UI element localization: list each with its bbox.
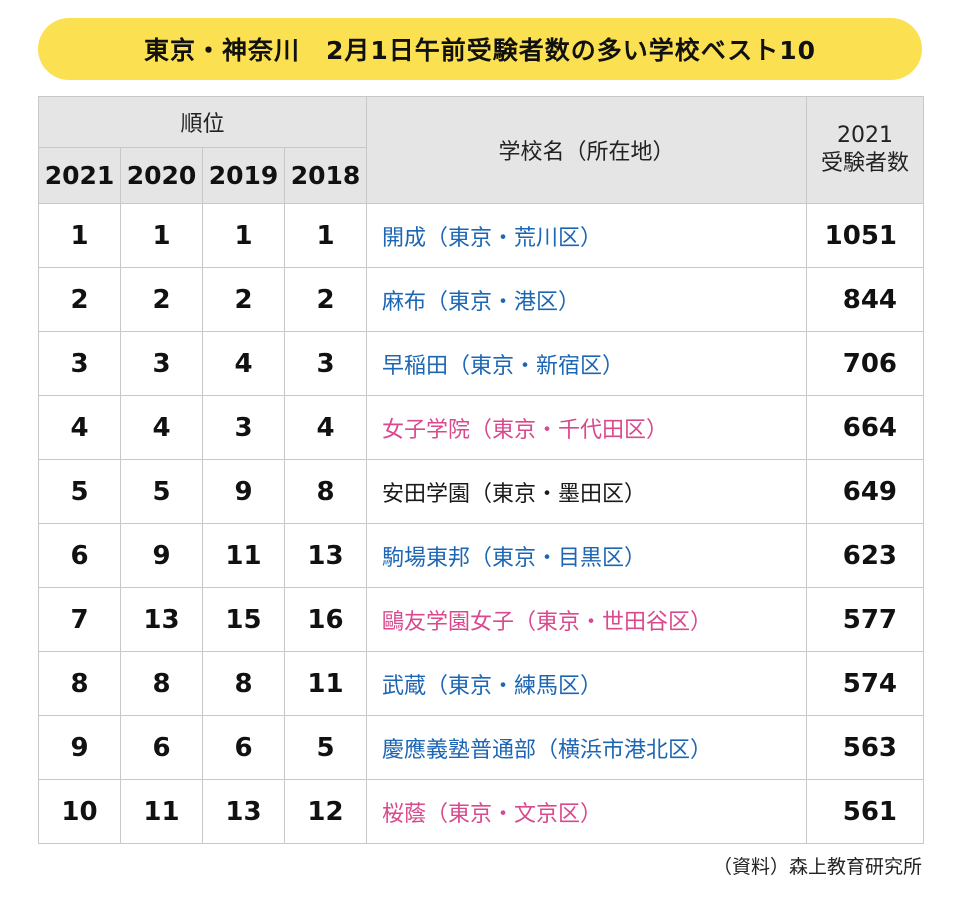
school-name-cell: 女子学院（東京・千代田区）: [366, 395, 808, 460]
school-name-cell: 駒場東邦（東京・目黒区）: [366, 523, 808, 588]
rank-2018-cell: 12: [283, 779, 368, 844]
count-header-year: 2021: [837, 123, 894, 148]
school-name-cell: 早稲田（東京・新宿区）: [366, 331, 808, 396]
applicant-count-cell: 623: [806, 523, 925, 588]
table-row: 2 2 2 2 麻布（東京・港区） 844: [38, 267, 925, 332]
rank-2018-cell: 1: [283, 203, 368, 268]
table-row: 3 3 4 3 早稲田（東京・新宿区） 706: [38, 331, 925, 396]
rank-2020-cell: 1: [120, 203, 203, 268]
rank-2021-cell: 10: [38, 779, 121, 844]
rank-2018-cell: 16: [283, 587, 368, 652]
rank-2021-cell: 5: [38, 459, 121, 524]
table-row: 6 9 11 13 駒場東邦（東京・目黒区） 623: [38, 523, 925, 588]
school-column-header: 学校名（所在地）: [366, 96, 808, 204]
table-row: 10 11 13 12 桜蔭（東京・文京区） 561: [38, 779, 925, 844]
count-column-header: 2021 受験者数: [806, 96, 925, 204]
rank-2021-cell: 6: [38, 523, 121, 588]
applicant-count-cell: 844: [806, 267, 925, 332]
year-header-2021: 2021: [38, 147, 121, 204]
school-name-cell: 桜蔭（東京・文京区）: [366, 779, 808, 844]
rank-2021-cell: 3: [38, 331, 121, 396]
rank-2020-cell: 6: [120, 715, 203, 780]
applicant-count-cell: 563: [806, 715, 925, 780]
rank-2018-cell: 13: [283, 523, 368, 588]
rank-2021-cell: 4: [38, 395, 121, 460]
school-name-cell: 鷗友学園女子（東京・世田谷区）: [366, 587, 808, 652]
rank-2019-cell: 4: [202, 331, 285, 396]
table-row: 8 8 8 11 武蔵（東京・練馬区） 574: [38, 651, 925, 716]
rank-2019-cell: 11: [202, 523, 285, 588]
rank-2020-cell: 8: [120, 651, 203, 716]
school-name-cell: 開成（東京・荒川区）: [366, 203, 808, 268]
rank-2020-cell: 9: [120, 523, 203, 588]
rank-2020-cell: 3: [120, 331, 203, 396]
year-header-2018: 2018: [283, 147, 368, 204]
applicant-count-cell: 574: [806, 651, 925, 716]
rank-2018-cell: 5: [283, 715, 368, 780]
source-note: （資料）森上教育研究所: [712, 856, 922, 878]
rank-2018-cell: 4: [283, 395, 368, 460]
rank-2019-cell: 13: [202, 779, 285, 844]
rank-2018-cell: 2: [283, 267, 368, 332]
rank-2020-cell: 2: [120, 267, 203, 332]
applicant-count-cell: 561: [806, 779, 925, 844]
rank-2018-cell: 8: [283, 459, 368, 524]
applicant-count-cell: 577: [806, 587, 925, 652]
rank-2018-cell: 3: [283, 331, 368, 396]
table-row: 1 1 1 1 開成（東京・荒川区） 1051: [38, 203, 925, 268]
year-header-2020: 2020: [120, 147, 203, 204]
rank-2019-cell: 3: [202, 395, 285, 460]
header-row-top: 順位 学校名（所在地） 2021 受験者数: [37, 96, 925, 204]
rank-2019-cell: 1: [202, 203, 285, 268]
rank-2019-cell: 15: [202, 587, 285, 652]
rank-2021-cell: 9: [38, 715, 121, 780]
page-title: 東京・神奈川 2月1日午前受験者数の多い学校ベスト10: [38, 18, 922, 80]
applicant-count-cell: 706: [806, 331, 925, 396]
table-row: 7 13 15 16 鷗友学園女子（東京・世田谷区） 577: [38, 587, 925, 652]
rank-2020-cell: 5: [120, 459, 203, 524]
applicant-count-cell: 1051: [806, 203, 925, 268]
school-name-cell: 安田学園（東京・墨田区）: [366, 459, 808, 524]
rank-2021-cell: 7: [38, 587, 121, 652]
rank-2020-cell: 13: [120, 587, 203, 652]
rank-2020-cell: 4: [120, 395, 203, 460]
rank-2021-cell: 8: [38, 651, 121, 716]
ranking-table: 順位 学校名（所在地） 2021 受験者数 2021 2020 2019 201…: [37, 96, 925, 844]
rank-2019-cell: 6: [202, 715, 285, 780]
table-row: 9 6 6 5 慶應義塾普通部（横浜市港北区） 563: [38, 715, 925, 780]
rank-2019-cell: 8: [202, 651, 285, 716]
year-header-2019: 2019: [202, 147, 285, 204]
count-header-label: 受験者数: [821, 151, 910, 176]
rank-2021-cell: 2: [38, 267, 121, 332]
school-name-cell: 武蔵（東京・練馬区）: [366, 651, 808, 716]
rank-2019-cell: 9: [202, 459, 285, 524]
header-row-years: 2021 2020 2019 2018: [38, 147, 924, 204]
school-name-cell: 麻布（東京・港区）: [366, 267, 808, 332]
school-name-cell: 慶應義塾普通部（横浜市港北区）: [366, 715, 808, 780]
applicant-count-cell: 664: [806, 395, 925, 460]
rank-2021-cell: 1: [38, 203, 121, 268]
rank-2019-cell: 2: [202, 267, 285, 332]
table-row: 4 4 3 4 女子学院（東京・千代田区） 664: [38, 395, 925, 460]
table-body: 1 1 1 1 開成（東京・荒川区） 1051 2 2 2 2 麻布（東京・港区） 844 3 3 4 3 早稲…: [38, 203, 925, 844]
rank-group-header: 順位: [37, 96, 368, 148]
rank-2018-cell: 11: [283, 651, 368, 716]
rank-2020-cell: 11: [120, 779, 203, 844]
applicant-count-cell: 649: [806, 459, 925, 524]
table-row: 5 5 9 8 安田学園（東京・墨田区） 649: [38, 459, 925, 524]
